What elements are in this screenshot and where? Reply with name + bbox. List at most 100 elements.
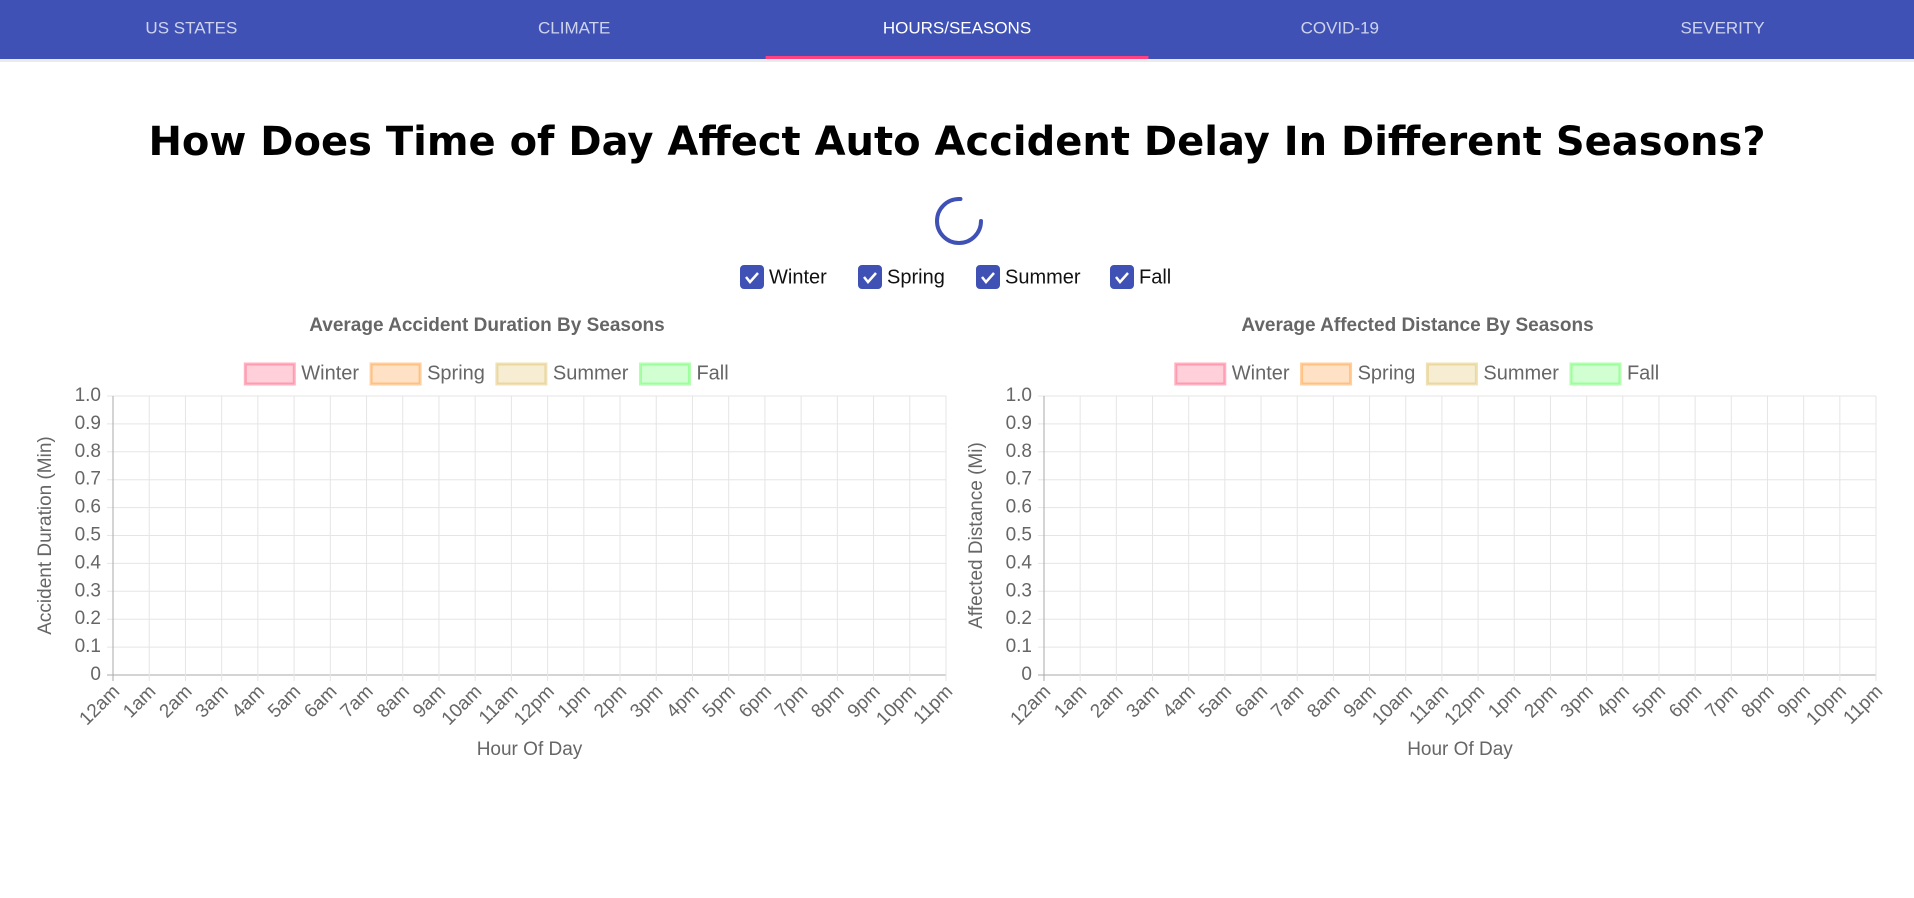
legend-label[interactable]: Spring <box>1358 362 1416 384</box>
x-tick-label: 12am <box>76 681 124 729</box>
x-tick-label: 1am <box>1050 681 1091 722</box>
y-tick-label: 0.1 <box>1006 636 1032 657</box>
y-tick-label: 0.8 <box>75 441 101 462</box>
x-tick-label: 8am <box>1303 681 1344 722</box>
y-tick-label: 0 <box>90 664 101 685</box>
y-tick-label: 0.7 <box>1006 469 1032 490</box>
checkbox-label[interactable]: Winter <box>769 266 827 288</box>
x-tick-label: 4am <box>228 681 269 722</box>
legend-label[interactable]: Winter <box>1232 362 1290 384</box>
nav-tab[interactable]: US STATES <box>145 18 237 37</box>
y-tick-label: 0.6 <box>75 497 101 518</box>
y-tick-label: 0.4 <box>1006 552 1033 573</box>
legend-swatch[interactable] <box>1300 362 1353 386</box>
legend-label[interactable]: Spring <box>427 362 485 384</box>
y-tick-label: 0.2 <box>1006 608 1032 629</box>
x-tick-label: 7am <box>337 681 378 722</box>
x-tick-label: 8pm <box>807 681 848 722</box>
y-tick-label: 0.5 <box>75 525 101 546</box>
nav-shadow <box>0 59 1914 62</box>
chart-title: Average Affected Distance By Seasons <box>1241 315 1593 336</box>
loading-spinner <box>935 197 983 245</box>
x-tick-label: 10pm <box>872 681 920 729</box>
checkbox[interactable] <box>858 265 882 289</box>
x-tick-label: 12am <box>1007 681 1055 729</box>
x-tick-label: 11am <box>1406 681 1453 728</box>
nav-tab[interactable]: SEVERITY <box>1681 18 1765 37</box>
x-tick-label: 5am <box>1195 681 1236 722</box>
x-tick-label: 4pm <box>663 681 704 722</box>
x-tick-label: 10am <box>438 681 486 729</box>
x-tick-label: 5pm <box>699 681 740 722</box>
legend-swatch[interactable] <box>243 362 296 386</box>
x-tick-label: 4pm <box>1593 681 1634 722</box>
y-tick-label: 0.5 <box>1006 525 1032 546</box>
legend-label[interactable]: Summer <box>1483 362 1559 384</box>
nav-tab[interactable]: CLIMATE <box>538 18 610 37</box>
y-tick-label: 0.9 <box>75 413 101 434</box>
nav-tab[interactable]: COVID-19 <box>1301 18 1379 37</box>
chart-title: Average Accident Duration By Seasons <box>309 315 664 336</box>
nav-tab[interactable]: HOURS/SEASONS <box>883 18 1031 37</box>
x-tick-label: 5pm <box>1629 681 1670 722</box>
checkmark <box>863 272 877 284</box>
checkbox-label[interactable]: Fall <box>1139 266 1171 288</box>
nav-bar <box>0 0 1914 59</box>
legend-swatch[interactable] <box>1174 362 1227 386</box>
y-tick-label: 0.9 <box>1006 413 1032 434</box>
legend-label[interactable]: Fall <box>696 362 728 384</box>
legend-label[interactable]: Fall <box>1627 362 1659 384</box>
x-tick-label: 11am <box>475 681 522 728</box>
x-axis-title: Hour Of Day <box>477 739 583 760</box>
x-tick-label: 3pm <box>626 681 667 722</box>
x-tick-label: 7am <box>1267 681 1308 722</box>
y-tick-label: 1.0 <box>1006 385 1032 406</box>
page-title: How Does Time of Day Affect Auto Acciden… <box>148 119 1765 165</box>
checkbox-label[interactable]: Spring <box>887 266 945 288</box>
legend-swatch[interactable] <box>1569 362 1622 386</box>
checkbox[interactable] <box>976 265 1000 289</box>
x-tick-label: 12pm <box>510 681 558 729</box>
x-tick-label: 10pm <box>1802 681 1850 729</box>
x-tick-label: 6am <box>1231 681 1272 722</box>
checkmark <box>981 272 995 284</box>
x-tick-label: 2am <box>1086 681 1127 722</box>
checkbox[interactable] <box>1110 265 1134 289</box>
y-axis-title: Accident Duration (Min) <box>35 436 56 635</box>
y-tick-label: 0.6 <box>1006 497 1032 518</box>
legend-swatch[interactable] <box>1425 362 1478 386</box>
x-tick-label: 3am <box>1123 681 1164 722</box>
x-tick-label: 11pm <box>910 681 957 728</box>
checkmark <box>1115 272 1129 284</box>
checkbox-label[interactable]: Summer <box>1005 266 1081 288</box>
y-tick-label: 0.7 <box>75 469 101 490</box>
legend-label[interactable]: Winter <box>301 362 359 384</box>
y-axis-title: Affected Distance (Mi) <box>966 442 987 629</box>
x-tick-label: 10am <box>1368 681 1416 729</box>
y-tick-label: 1.0 <box>75 385 101 406</box>
x-tick-label: 1pm <box>554 681 595 722</box>
x-tick-label: 1am <box>119 681 160 722</box>
y-tick-label: 0.2 <box>75 608 101 629</box>
y-tick-label: 0.1 <box>75 636 101 657</box>
x-tick-label: 2pm <box>1521 681 1562 722</box>
checkbox[interactable] <box>740 265 764 289</box>
x-tick-label: 6am <box>300 681 341 722</box>
legend-swatch[interactable] <box>495 362 548 386</box>
x-tick-label: 8pm <box>1738 681 1779 722</box>
legend-label[interactable]: Summer <box>553 362 629 384</box>
x-tick-label: 3pm <box>1557 681 1598 722</box>
x-tick-label: 6pm <box>1665 681 1706 722</box>
x-tick-label: 7pm <box>771 681 812 722</box>
y-tick-label: 0.3 <box>75 580 101 601</box>
x-tick-label: 6pm <box>735 681 776 722</box>
legend-swatch[interactable] <box>638 362 691 386</box>
checkmark <box>745 272 759 284</box>
x-tick-label: 5am <box>264 681 305 722</box>
x-tick-label: 12pm <box>1441 681 1489 729</box>
legend-swatch[interactable] <box>369 362 422 386</box>
y-tick-label: 0 <box>1021 664 1032 685</box>
active-tab-indicator <box>765 56 1149 59</box>
x-tick-label: 2am <box>156 681 197 722</box>
